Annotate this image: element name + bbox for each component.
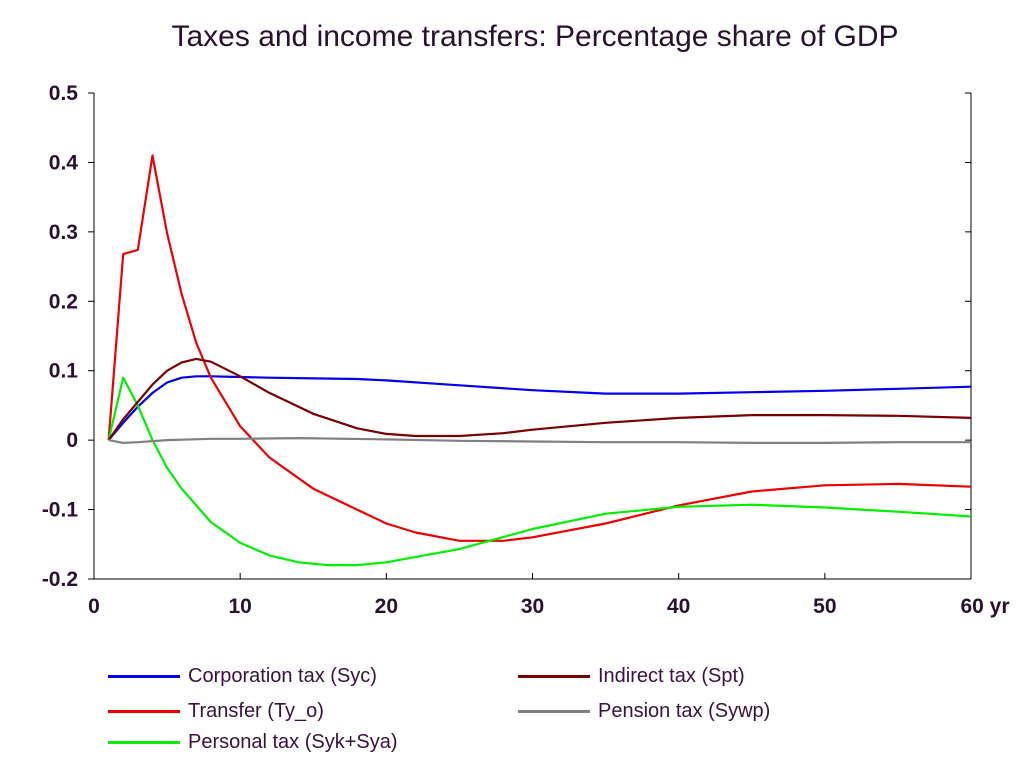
y-tick-label: -0.1 (42, 499, 79, 522)
y-tick-label: 0.4 (49, 151, 79, 174)
y-tick-label: 0.2 (49, 290, 78, 313)
series-line-indirect-tax (107, 357, 972, 441)
y-tick-label: 0.5 (49, 82, 79, 105)
y-tick-label: 0.1 (49, 360, 79, 383)
series-line-pension-tax (108, 437, 971, 444)
y-tick-label: 0.3 (49, 221, 78, 244)
x-tick-label: 30 (521, 595, 544, 618)
series-line-corporation-tax (107, 375, 972, 441)
x-tick-label: 40 (667, 595, 690, 618)
series-line-transfer (107, 154, 972, 542)
series-line-personal-tax (107, 376, 972, 567)
x-tick-label: 10 (228, 595, 251, 618)
x-tick-label: 20 (375, 595, 398, 618)
x-tick-label: 60 yr (960, 595, 1009, 618)
x-tick-label: 0 (88, 595, 100, 618)
chart-title: Taxes and income transfers: Percentage s… (171, 20, 899, 53)
y-tick-label: -0.2 (42, 568, 78, 591)
x-tick-label: 50 (813, 595, 836, 618)
y-tick-label: 0 (66, 429, 78, 452)
